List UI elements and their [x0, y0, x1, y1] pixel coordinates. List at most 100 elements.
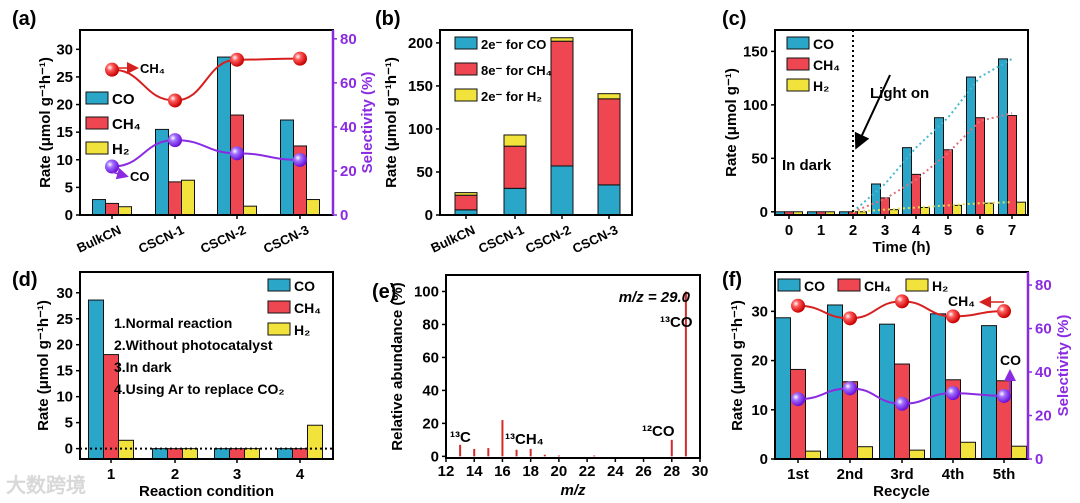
x-category-label: 1: [817, 222, 825, 239]
trend-line: [852, 58, 1013, 213]
x-category-label: BulkCN: [74, 222, 123, 255]
y-tick-label: 0: [760, 451, 768, 468]
x-category-label: 5th: [993, 466, 1016, 483]
bar-co: [981, 325, 997, 460]
panel-label: (b): [375, 8, 401, 30]
stacked-bar-segment: [550, 37, 574, 42]
panel-label: (e): [372, 281, 396, 303]
co-selectivity-marker: [895, 396, 909, 411]
legend-swatch: [267, 322, 291, 336]
y-tick-label: 20: [422, 415, 439, 432]
bar-co: [827, 304, 843, 460]
co-selectivity-marker: [946, 386, 960, 401]
trend-line: [852, 112, 1013, 213]
bar-h2: [960, 441, 976, 460]
bar-h2: [244, 448, 260, 460]
bar-h2: [857, 446, 873, 460]
bar-h2: [182, 448, 198, 460]
bar-co: [217, 56, 231, 216]
bar-co: [966, 76, 976, 216]
y2-tick-label: 80: [340, 31, 357, 48]
x-category-label: BulkCN: [428, 222, 477, 255]
bar-co: [92, 199, 106, 216]
panel-label: (c): [722, 8, 746, 30]
ch4-selectivity-marker: [946, 309, 960, 324]
x-category-label: 4: [912, 222, 921, 239]
stacked-bar-segment: [503, 145, 527, 189]
x-category-label: CSCN-1: [476, 222, 526, 256]
plot-frame: [445, 274, 701, 459]
y-tick-label: 30: [751, 303, 768, 320]
x-category-label: 3: [881, 222, 889, 239]
ch4-selectivity-line: [111, 57, 301, 102]
annotation-ch4: CH₄: [948, 293, 975, 309]
stacked-bar-segment: [454, 192, 478, 196]
legend-label: H₂: [112, 141, 130, 158]
bar-co: [879, 323, 895, 460]
x-category-label: 0: [785, 222, 793, 239]
ch4-selectivity-marker: [168, 93, 182, 108]
bar-h2: [181, 179, 195, 216]
x-category-label: 3: [233, 466, 241, 483]
bar-co: [88, 299, 104, 460]
y-tick-label: 150: [743, 43, 768, 60]
y-tick-label: 15: [56, 124, 73, 141]
x-category-label: 1st: [787, 466, 809, 483]
y-tick-label: 40: [422, 382, 439, 399]
y-tick-label: 0: [760, 204, 768, 221]
legend-swatch: [786, 36, 810, 50]
light-on-arrow: [854, 74, 891, 150]
co-selectivity-marker: [791, 392, 805, 407]
legend-label: H₂: [813, 78, 829, 94]
annotation-12co: ¹²CO: [642, 423, 675, 440]
y2-axis-title: Selectivity (%): [1055, 315, 1072, 417]
x-tick-label: 18: [522, 463, 539, 480]
watermark: 大数跨境: [6, 473, 86, 497]
legend-label: H₂: [932, 278, 948, 294]
co-selectivity-marker: [843, 381, 857, 396]
bar-co: [214, 448, 230, 460]
legend-label: CO: [804, 278, 825, 294]
annotation-mz: m/z = 29.0: [619, 289, 691, 306]
y-tick-label: 20: [56, 97, 73, 114]
bar-ch4: [894, 363, 910, 460]
x-category-label: 2: [171, 466, 179, 483]
ch4-selectivity-marker: [895, 294, 909, 309]
legend-label: 2e⁻ for CO: [481, 37, 546, 52]
bar-ch4: [167, 448, 183, 460]
y-tick-label: 0: [65, 207, 73, 224]
bar-ch4: [105, 202, 119, 216]
legend-swatch: [454, 88, 478, 102]
bar-ch4: [292, 448, 308, 460]
y-tick-label: 60: [422, 349, 439, 366]
bar-co: [775, 317, 791, 460]
legend-label: 2e⁻ for H₂: [481, 89, 542, 104]
y-axis-title: Relative abundance (%): [389, 282, 406, 450]
y2-tick-label: 0: [1035, 451, 1043, 468]
co-selectivity-marker: [168, 133, 182, 148]
x-axis-title: Time (h): [872, 239, 930, 256]
bar-h2: [306, 199, 320, 216]
bar-ch4: [230, 114, 244, 216]
x-tick-label: 24: [607, 463, 624, 480]
annotation-13ch4: ¹³CH₄: [505, 431, 544, 448]
stacked-bar-segment: [454, 194, 478, 211]
y-tick-label: 25: [56, 311, 73, 328]
y-tick-label: 15: [56, 363, 73, 380]
bar-co: [934, 117, 944, 216]
stacked-bar-segment: [597, 184, 621, 216]
co-selectivity-marker: [230, 146, 244, 161]
y2-tick-label: 0: [340, 207, 348, 224]
x-category-label: CSCN-3: [570, 222, 620, 256]
plot-frame: [79, 271, 334, 460]
annotation-co: CO: [130, 169, 150, 184]
legend-label: CO: [112, 91, 135, 108]
y-axis-title: Rate (μmol g⁻¹): [723, 68, 740, 177]
y-tick-label: 0: [425, 207, 433, 224]
co-selectivity-marker: [293, 152, 307, 167]
y2-tick-label: 20: [1035, 408, 1052, 425]
y-axis-title: Rate (μmol g⁻¹h⁻¹): [35, 300, 52, 431]
legend-swatch: [267, 300, 291, 314]
condition-label: 1.Normal reaction: [114, 315, 232, 331]
stacked-bar-segment: [597, 93, 621, 100]
